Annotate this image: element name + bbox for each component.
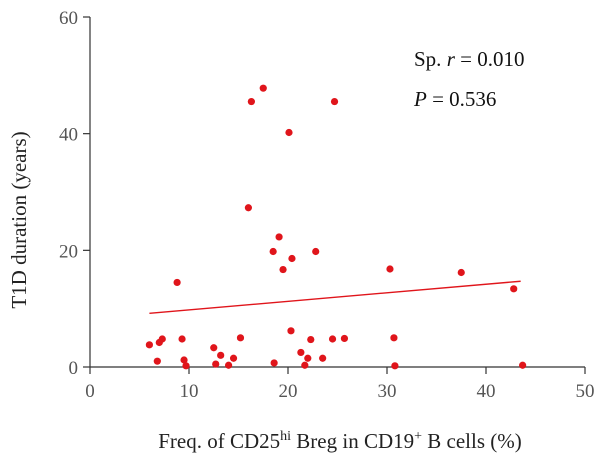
- data-point: [287, 327, 295, 335]
- y-ticks: 0 20 40 60: [59, 8, 90, 379]
- data-point: [145, 341, 153, 349]
- spearman-prefix: Sp.: [414, 47, 447, 71]
- correlation-annotation: Sp. r = 0.010 P = 0.536: [413, 47, 524, 111]
- axes: [89, 17, 585, 368]
- p-symbol: P: [413, 87, 427, 111]
- y-tick-label: 0: [69, 358, 79, 379]
- y-tick-label: 20: [59, 241, 78, 262]
- x-tick-label: 50: [576, 381, 595, 402]
- data-point: [182, 362, 190, 370]
- regression-line: [149, 280, 521, 315]
- x-tick-label: 10: [180, 381, 199, 402]
- data-point: [304, 354, 312, 362]
- data-point: [217, 351, 225, 359]
- data-point: [307, 335, 315, 344]
- x-axis-title-part: Freq. of CD25: [158, 429, 280, 453]
- data-point: [247, 97, 255, 106]
- x-ticks: 0 10 20 30 40 50: [85, 367, 595, 402]
- data-point: [279, 265, 287, 274]
- x-tick-label: 30: [378, 381, 397, 402]
- spearman-r-text: Sp. r = 0.010: [414, 47, 524, 71]
- data-point: [519, 361, 527, 369]
- data-point: [180, 356, 188, 364]
- x-tick-label: 40: [477, 381, 496, 402]
- data-point: [285, 128, 293, 137]
- data-point: [236, 334, 245, 342]
- data-point: [319, 354, 327, 362]
- p-value: = 0.536: [427, 87, 497, 111]
- data-point: [259, 84, 267, 92]
- data-point: [386, 265, 394, 273]
- data-point: [312, 247, 320, 256]
- x-tick-label: 0: [85, 381, 95, 402]
- p-value-text: P = 0.536: [413, 87, 496, 111]
- x-axis-title: Freq. of CD25hi Breg in CD19+ B cells (%…: [158, 429, 522, 453]
- trend-line-group: [149, 280, 521, 315]
- data-point: [288, 254, 296, 263]
- data-point: [270, 359, 278, 367]
- data-point: [210, 344, 218, 352]
- x-axis-title-part: B cells (%): [422, 429, 522, 453]
- data-point: [153, 357, 161, 365]
- data-point: [212, 360, 220, 368]
- y-tick-label: 40: [59, 125, 78, 146]
- data-point: [330, 97, 339, 106]
- spearman-r-symbol: r: [447, 47, 456, 71]
- x-tick-label: 20: [279, 381, 298, 402]
- data-point: [391, 362, 399, 370]
- data-point: [510, 285, 518, 293]
- spearman-r-value: = 0.010: [455, 47, 525, 71]
- data-point: [269, 247, 277, 256]
- data-point: [457, 268, 465, 277]
- y-axis-title: T1D duration (years): [7, 131, 31, 308]
- data-point: [173, 278, 181, 287]
- data-point: [275, 233, 283, 241]
- data-point: [301, 361, 309, 369]
- data-point: [178, 335, 186, 343]
- data-points: [145, 84, 527, 370]
- data-point: [328, 335, 337, 343]
- data-point: [225, 361, 233, 369]
- data-point: [390, 334, 398, 342]
- data-point: [244, 204, 252, 212]
- data-point: [340, 334, 349, 343]
- data-point: [158, 335, 166, 343]
- data-point: [297, 348, 305, 357]
- x-axis-title-part: Breg in CD19: [291, 429, 414, 453]
- data-point: [229, 354, 238, 362]
- x-axis-title-part: hi: [280, 429, 291, 444]
- x-axis-title-part: +: [414, 429, 422, 444]
- y-tick-label: 60: [59, 8, 78, 29]
